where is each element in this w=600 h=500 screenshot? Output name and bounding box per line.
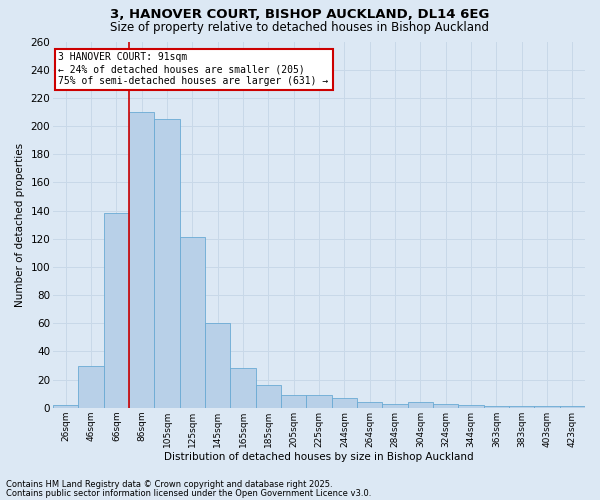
Bar <box>256 386 281 408</box>
Bar <box>281 395 307 408</box>
Y-axis label: Number of detached properties: Number of detached properties <box>15 142 25 306</box>
Text: 3 HANOVER COURT: 91sqm
← 24% of detached houses are smaller (205)
75% of semi-de: 3 HANOVER COURT: 91sqm ← 24% of detached… <box>58 52 329 86</box>
Bar <box>230 368 256 408</box>
Bar <box>484 406 509 408</box>
Bar <box>509 406 535 408</box>
Bar <box>535 406 560 408</box>
Text: 3, HANOVER COURT, BISHOP AUCKLAND, DL14 6EG: 3, HANOVER COURT, BISHOP AUCKLAND, DL14 … <box>110 8 490 20</box>
Bar <box>307 395 332 408</box>
Text: Contains HM Land Registry data © Crown copyright and database right 2025.: Contains HM Land Registry data © Crown c… <box>6 480 332 489</box>
Bar <box>382 404 407 408</box>
Bar <box>357 402 382 408</box>
Text: Contains public sector information licensed under the Open Government Licence v3: Contains public sector information licen… <box>6 488 371 498</box>
Bar <box>180 238 205 408</box>
Bar <box>79 366 104 408</box>
Bar <box>560 406 585 408</box>
Bar <box>458 405 484 408</box>
Bar <box>129 112 154 408</box>
Bar <box>53 405 79 408</box>
Bar <box>407 402 433 408</box>
Bar <box>104 214 129 408</box>
Text: Size of property relative to detached houses in Bishop Auckland: Size of property relative to detached ho… <box>110 21 490 34</box>
Bar <box>205 324 230 408</box>
Bar <box>154 119 180 408</box>
Bar <box>332 398 357 408</box>
Bar <box>433 404 458 408</box>
X-axis label: Distribution of detached houses by size in Bishop Auckland: Distribution of detached houses by size … <box>164 452 474 462</box>
